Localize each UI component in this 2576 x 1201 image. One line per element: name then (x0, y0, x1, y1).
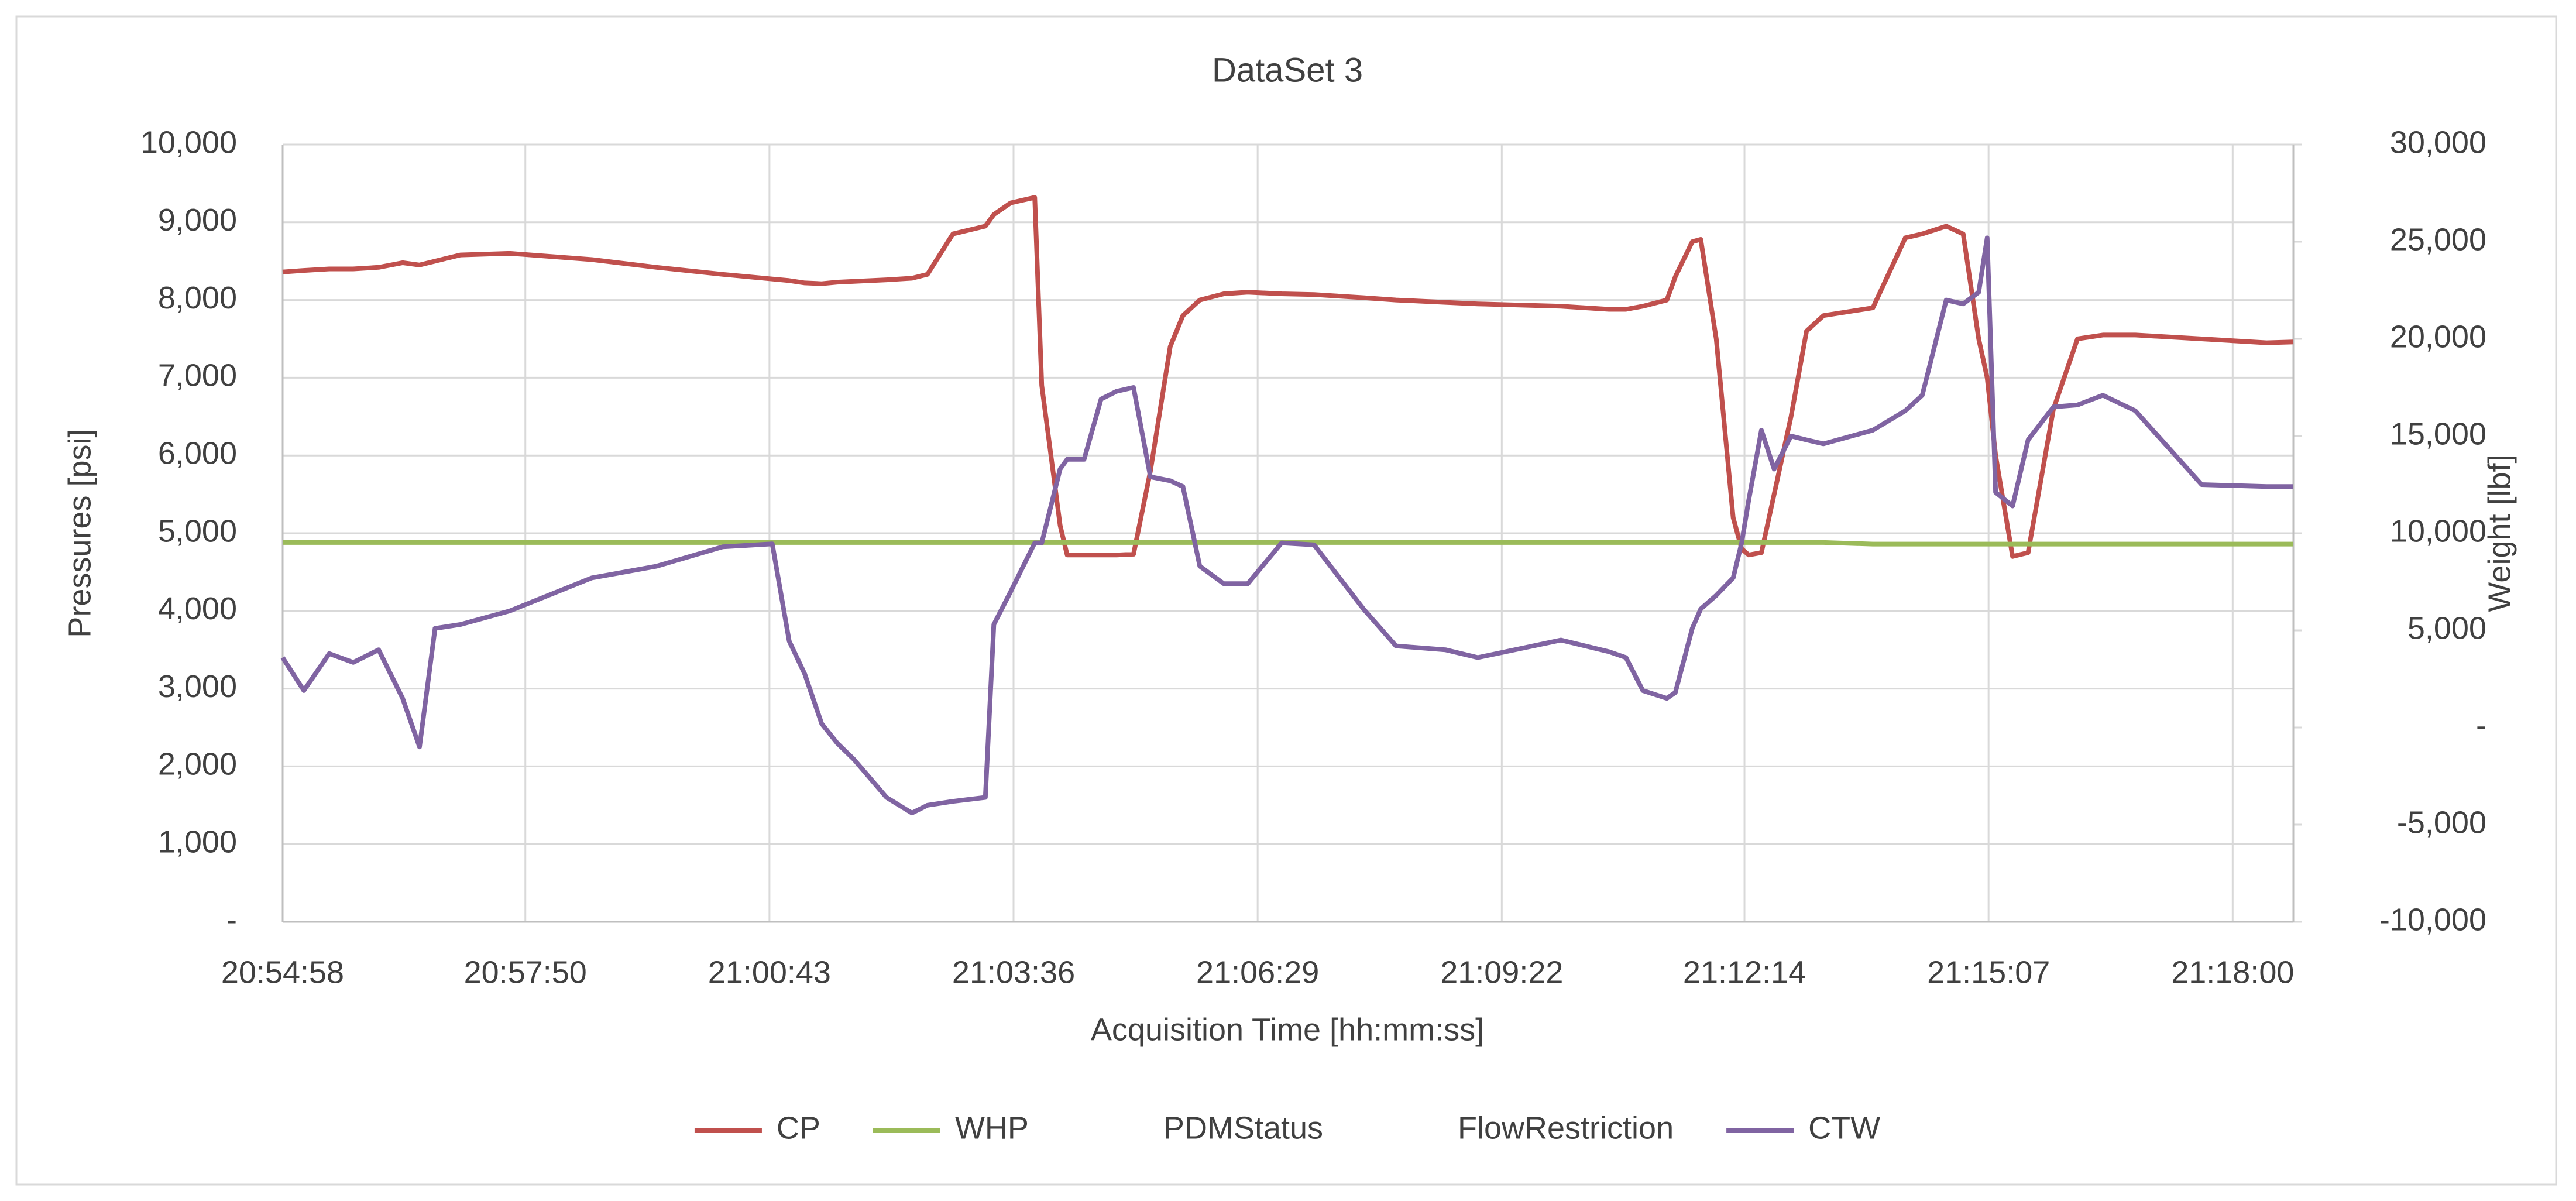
legend-label: WHP (955, 1110, 1029, 1145)
y-tick-label: 4,000 (158, 591, 237, 626)
y-tick-label: 7,000 (158, 358, 237, 393)
series-line (283, 540, 2293, 547)
y2-tick-label: 5,000 (2407, 610, 2486, 646)
x-tick-label: 21:12:14 (1683, 955, 1806, 990)
series-line (280, 235, 2293, 816)
y2-tick-label: 15,000 (2390, 416, 2486, 451)
x-tick-label: 21:18:00 (2171, 955, 2294, 990)
y-tick-label: 9,000 (158, 203, 237, 238)
x-tick-label: 20:57:50 (464, 955, 587, 990)
y-tick-label: - (226, 902, 237, 937)
y-tick-label: 1,000 (158, 824, 237, 859)
y-tick-label: 6,000 (158, 435, 237, 471)
y2-tick-label: -5,000 (2397, 805, 2486, 840)
chart-frame (15, 15, 2557, 1186)
x-tick-label: 21:09:22 (1440, 955, 1563, 990)
y-tick-label: 2,000 (158, 747, 237, 782)
series-line (282, 195, 2294, 559)
x-tick-label: 21:15:07 (1927, 955, 2050, 990)
y2-tick-label: - (2476, 708, 2486, 743)
x-tick-label: 21:03:36 (952, 955, 1075, 990)
legend-label: CTW (1808, 1110, 1880, 1145)
y2-tick-label: 20,000 (2390, 319, 2486, 354)
y2-tick-label: 30,000 (2390, 125, 2486, 160)
y2-tick-label: 10,000 (2390, 513, 2486, 548)
x-axis-title: Acquisition Time [hh:mm:ss] (1091, 1012, 1484, 1047)
y2-axis-title: Weight [lbf] (2482, 454, 2517, 612)
x-tick-label: 21:06:29 (1196, 955, 1319, 990)
y2-tick-label: -10,000 (2379, 902, 2486, 937)
legend-label: CP (777, 1110, 820, 1145)
y-axis-title: Pressures [psi] (62, 428, 97, 637)
y2-tick-label: 25,000 (2390, 222, 2486, 257)
y-tick-label: 10,000 (140, 125, 237, 160)
chart-title: DataSet 3 (1212, 51, 1363, 89)
y-tick-label: 5,000 (158, 513, 237, 548)
y-tick-label: 8,000 (158, 280, 237, 315)
legend-label: PDMStatus (1163, 1110, 1323, 1145)
x-tick-label: 21:00:43 (708, 955, 831, 990)
legend-label: FlowRestriction (1458, 1110, 1674, 1145)
x-tick-label: 20:54:58 (221, 955, 344, 990)
y-tick-label: 3,000 (158, 669, 237, 704)
